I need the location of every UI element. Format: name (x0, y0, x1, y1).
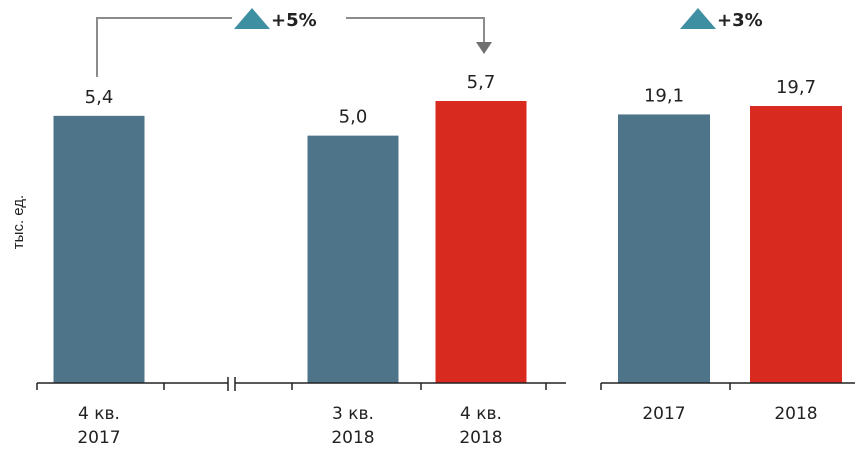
tick-label: 2017 (642, 404, 685, 424)
change-label-quarter: +5% (271, 10, 317, 31)
data-label: 5,0 (339, 107, 368, 128)
bar (53, 115, 145, 383)
connector-line-right (346, 17, 485, 44)
change-label-year: +3% (717, 10, 763, 31)
bar (435, 101, 527, 383)
data-label: 5,4 (85, 87, 114, 108)
tick-labels-yearly: 2017 2018 (642, 404, 817, 424)
triangle-up-icon (234, 8, 270, 29)
data-label: 19,7 (776, 77, 816, 98)
tick-label: 2018 (774, 404, 817, 424)
bars-yearly: 19,1 19,7 (618, 77, 842, 383)
triangle-up-icon (680, 8, 716, 29)
bar (750, 106, 842, 383)
tick-label: 4 кв. 2017 (77, 404, 120, 448)
arrowhead-down-icon (476, 42, 492, 54)
tick-label: 3 кв. 2018 (331, 404, 374, 448)
data-label: 5,7 (467, 72, 496, 93)
x-axis-quarterly (36, 377, 566, 391)
connector-line (96, 17, 232, 77)
y-axis-label: тыс. ед. (10, 195, 27, 249)
bar (618, 114, 710, 383)
change-annotation-quarter: +5% (96, 8, 492, 77)
data-label: 19,1 (644, 85, 684, 106)
tick-labels-quarterly: 4 кв. 2017 3 кв. 2018 4 кв. 2018 (77, 404, 502, 448)
change-annotation-year: +3% (680, 8, 763, 31)
x-axis-yearly (600, 382, 855, 390)
bars-quarterly: 5,4 5,0 5,7 (53, 72, 527, 383)
tick-label: 4 кв. 2018 (459, 404, 502, 448)
bar (307, 135, 399, 383)
